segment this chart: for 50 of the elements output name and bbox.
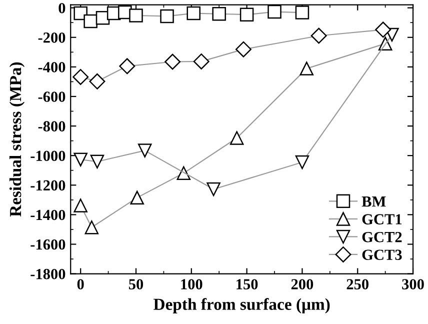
point xyxy=(230,131,244,145)
point xyxy=(138,144,152,158)
point xyxy=(84,14,98,28)
x-tick-label: 100 xyxy=(181,279,202,290)
y-tick-label: -1600 xyxy=(30,239,66,250)
y-tick-label: -1800 xyxy=(30,268,66,280)
point xyxy=(295,6,310,20)
x-tick-label: 150 xyxy=(236,279,258,290)
x-axis-title: Depth from surface (μm) xyxy=(154,298,330,314)
point xyxy=(310,28,327,44)
point xyxy=(240,8,254,22)
x-tick-label: 300 xyxy=(402,279,424,290)
point xyxy=(186,6,200,20)
point xyxy=(84,220,99,234)
point xyxy=(212,7,226,21)
legend-label: BM xyxy=(362,196,386,207)
y-tick-label: -1400 xyxy=(30,210,66,220)
x-tick-label: 0 xyxy=(77,279,84,290)
y-axis-title: Residual stress (MPa) xyxy=(9,62,25,217)
y-tick-label: 0 xyxy=(58,2,66,14)
point xyxy=(164,54,181,70)
point xyxy=(72,68,89,85)
y-tick-label: -1000 xyxy=(30,150,66,162)
legend-label: GCT2 xyxy=(362,232,402,242)
y-tick-label: -800 xyxy=(38,121,66,132)
y-tick-label: -400 xyxy=(38,62,66,72)
point xyxy=(160,9,174,24)
point xyxy=(375,22,392,38)
y-tick-label: -600 xyxy=(38,92,66,102)
point xyxy=(295,155,310,170)
point xyxy=(89,73,106,90)
point xyxy=(90,154,104,169)
point xyxy=(300,62,314,76)
legend-label: GCT3 xyxy=(362,250,402,260)
y-tick-label: -200 xyxy=(38,32,66,43)
point xyxy=(74,198,88,212)
point xyxy=(193,53,210,70)
point xyxy=(235,41,252,58)
x-tick-label: 250 xyxy=(346,279,368,290)
y-tick-label: -1200 xyxy=(30,180,66,191)
x-tick-label: 200 xyxy=(291,279,314,290)
point xyxy=(119,58,136,74)
point xyxy=(206,182,220,196)
point xyxy=(129,8,143,22)
point xyxy=(268,4,282,19)
x-tick-label: 50 xyxy=(128,279,144,290)
point xyxy=(176,166,191,180)
legend-label: GCT1 xyxy=(362,214,402,224)
point xyxy=(130,190,144,205)
point xyxy=(74,152,88,166)
